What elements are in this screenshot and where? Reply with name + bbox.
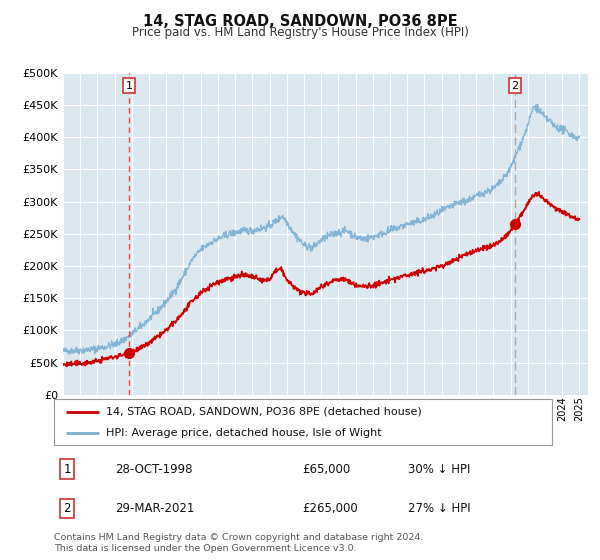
Text: 28-OCT-1998: 28-OCT-1998 bbox=[115, 463, 192, 476]
Text: 27% ↓ HPI: 27% ↓ HPI bbox=[408, 502, 470, 515]
Text: 1: 1 bbox=[64, 463, 71, 476]
Text: 1: 1 bbox=[125, 81, 133, 91]
Text: 14, STAG ROAD, SANDOWN, PO36 8PE: 14, STAG ROAD, SANDOWN, PO36 8PE bbox=[143, 14, 457, 29]
Text: 2: 2 bbox=[511, 81, 518, 91]
Text: £65,000: £65,000 bbox=[302, 463, 350, 476]
Text: HPI: Average price, detached house, Isle of Wight: HPI: Average price, detached house, Isle… bbox=[106, 428, 382, 438]
Text: 30% ↓ HPI: 30% ↓ HPI bbox=[408, 463, 470, 476]
Text: Contains HM Land Registry data © Crown copyright and database right 2024.
This d: Contains HM Land Registry data © Crown c… bbox=[54, 533, 424, 553]
Text: 2: 2 bbox=[64, 502, 71, 515]
Text: 14, STAG ROAD, SANDOWN, PO36 8PE (detached house): 14, STAG ROAD, SANDOWN, PO36 8PE (detach… bbox=[106, 407, 422, 417]
Text: £265,000: £265,000 bbox=[302, 502, 358, 515]
Text: Price paid vs. HM Land Registry's House Price Index (HPI): Price paid vs. HM Land Registry's House … bbox=[131, 26, 469, 39]
Text: 29-MAR-2021: 29-MAR-2021 bbox=[115, 502, 194, 515]
